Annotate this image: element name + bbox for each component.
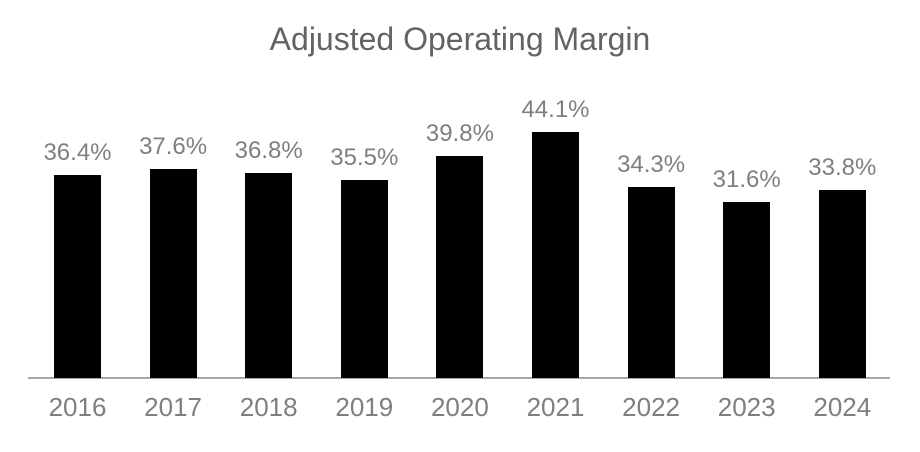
x-axis-tick-label: 2017 xyxy=(144,392,203,422)
x-axis-tick-label: 2023 xyxy=(717,392,776,422)
bar-value-label: 44.1% xyxy=(521,96,590,123)
bar-value-label: 31.6% xyxy=(712,166,781,193)
bar-value-label: 36.8% xyxy=(234,137,303,164)
bar-group: 44.1% 2021 xyxy=(508,0,604,452)
bar xyxy=(340,180,388,378)
bar xyxy=(818,190,866,378)
bar xyxy=(531,132,579,378)
bar-group: 37.6% 2017 xyxy=(125,0,221,452)
bar-group: 36.8% 2018 xyxy=(221,0,317,452)
bar xyxy=(627,187,675,378)
bar-group: 35.5% 2019 xyxy=(317,0,413,452)
x-axis-tick-label: 2019 xyxy=(335,392,394,422)
bar-group: 34.3% 2022 xyxy=(603,0,699,452)
bar-value-label: 35.5% xyxy=(330,144,399,171)
x-axis-tick-label: 2022 xyxy=(622,392,681,422)
bar xyxy=(723,202,771,378)
bar-group: 36.4% 2016 xyxy=(30,0,126,452)
x-axis-tick-label: 2020 xyxy=(430,392,489,422)
x-axis-tick-label: 2016 xyxy=(48,392,107,422)
bar xyxy=(245,173,293,378)
bar-value-label: 36.4% xyxy=(43,139,112,166)
bar xyxy=(53,175,101,378)
bar-value-label: 33.8% xyxy=(808,154,877,181)
bar-value-label: 34.3% xyxy=(617,151,686,178)
x-axis-tick-label: 2021 xyxy=(526,392,585,422)
x-axis-tick-label: 2024 xyxy=(813,392,872,422)
bar-group: 31.6% 2023 xyxy=(699,0,795,452)
bar-value-label: 37.6% xyxy=(139,133,208,160)
bar xyxy=(436,156,484,378)
bar-group: 39.8% 2020 xyxy=(412,0,508,452)
chart-title: Adjusted Operating Margin xyxy=(269,21,651,57)
x-axis-tick-label: 2018 xyxy=(239,392,298,422)
x-axis-line xyxy=(28,377,890,379)
bar xyxy=(149,169,197,378)
bar-value-label: 39.8% xyxy=(425,120,494,147)
bar-group: 33.8% 2024 xyxy=(795,0,891,452)
